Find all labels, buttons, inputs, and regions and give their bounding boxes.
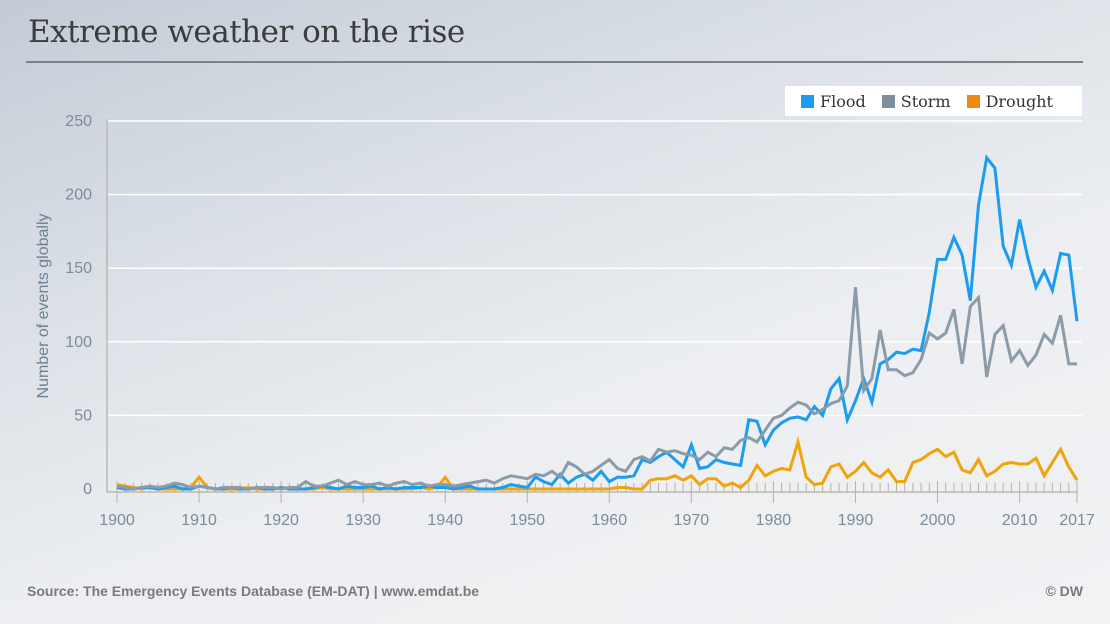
- copyright: © DW: [1045, 583, 1083, 599]
- x-tick-label: 1950: [509, 512, 545, 529]
- x-tick-label: 1980: [756, 512, 792, 529]
- legend-swatch-flood: [801, 94, 814, 108]
- x-tick-labels: 1900 1910 1920 1930 1940 1950 1960 1970 1980 1990…: [99, 512, 1095, 529]
- gridlines: [107, 120, 1082, 417]
- legend-item-flood: Flood: [801, 92, 866, 111]
- legend-label-storm: Storm: [900, 91, 951, 111]
- y-tick-labels: 0 50 100 150 200 250: [65, 113, 92, 498]
- y-axis-title: Number of events globally: [35, 214, 52, 399]
- legend-swatch-storm: [881, 94, 895, 108]
- y-tick-label: 50: [74, 407, 92, 424]
- series-lines: [116, 154, 1079, 491]
- legend-swatch-drought: [966, 94, 980, 108]
- chart-title: Extreme weather on the rise: [28, 14, 465, 50]
- x-tick-label: 2000: [920, 512, 956, 529]
- legend-label-flood: Flood: [820, 91, 866, 111]
- source-note: Source: The Emergency Events Database (E…: [27, 583, 480, 599]
- title-divider: [26, 61, 1083, 63]
- x-tick-label: 1930: [345, 512, 381, 529]
- x-tick-label: 1960: [592, 512, 628, 529]
- legend-label-drought: Drought: [985, 91, 1053, 111]
- legend-item-drought: Drought: [966, 91, 1053, 111]
- series-line-drought: [116, 435, 1079, 491]
- x-tick-label: 1990: [838, 512, 874, 529]
- axes: [106, 119, 1078, 503]
- x-tick-label: 1920: [263, 512, 299, 529]
- y-tick-label: 150: [65, 260, 92, 277]
- y-tick-label: 0: [83, 481, 92, 498]
- series-line-storm: [116, 287, 1077, 491]
- y-tick-label: 200: [65, 187, 92, 204]
- x-tick-label: 1900: [99, 512, 135, 529]
- legend: Flood Storm Drought: [785, 86, 1082, 116]
- y-tick-label: 250: [65, 113, 92, 130]
- legend-item-storm: Storm: [881, 91, 951, 111]
- series-line-flood: [116, 154, 1079, 491]
- x-tick-label: 1910: [181, 512, 217, 529]
- y-tick-label: 100: [65, 334, 92, 351]
- x-tick-label: 2010: [1002, 512, 1038, 529]
- x-tick-label: 2017: [1059, 512, 1095, 529]
- x-tick-label: 1940: [427, 512, 463, 529]
- x-tick-label: 1970: [674, 512, 710, 529]
